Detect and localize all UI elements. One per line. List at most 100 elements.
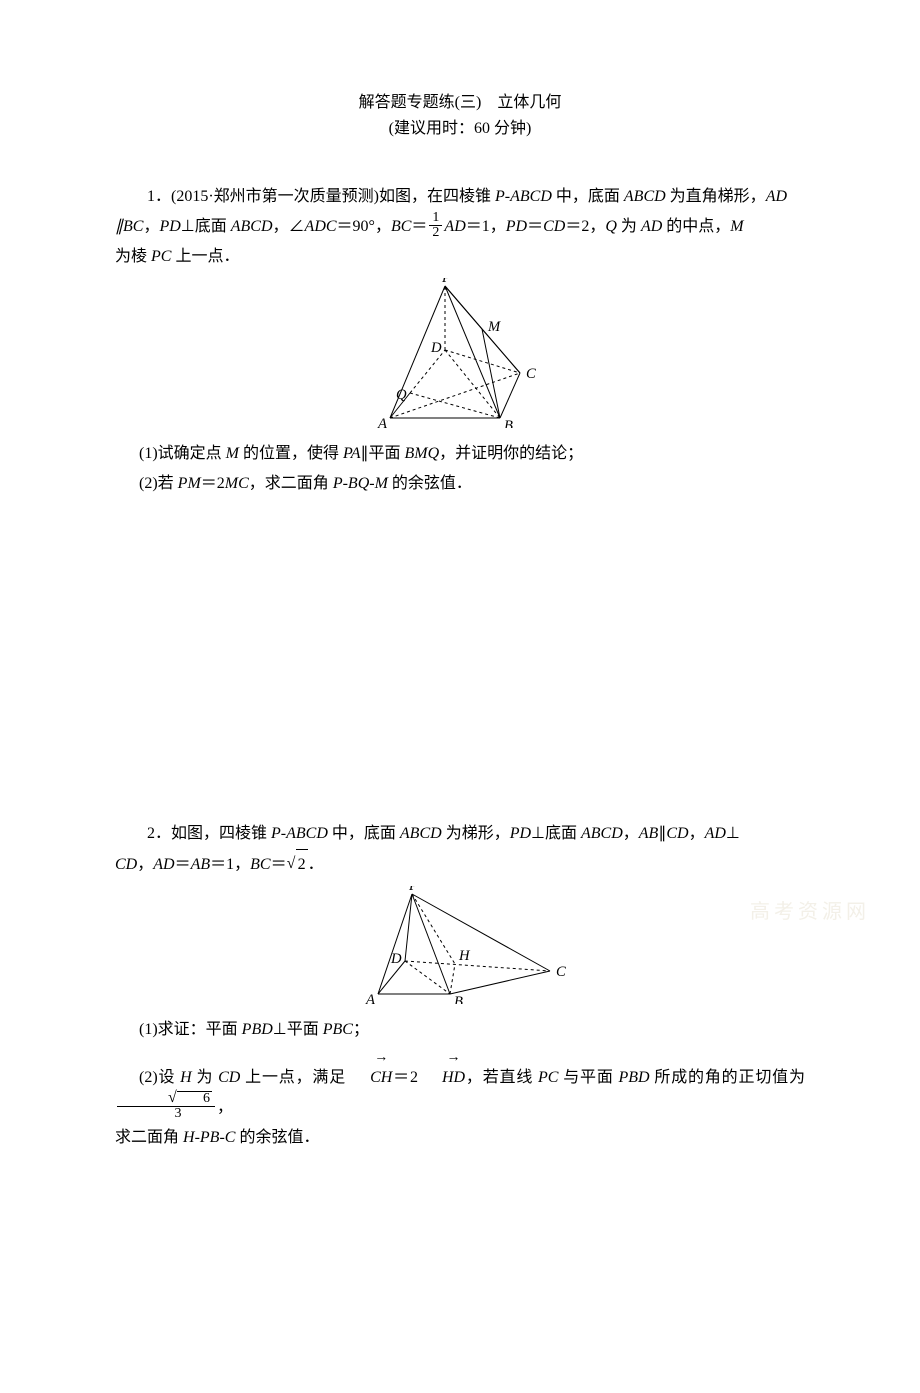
var: ABCD: [400, 825, 442, 842]
text: 上一点．: [171, 248, 239, 265]
text: 为梯形，: [442, 825, 510, 842]
var: H: [180, 1069, 192, 1086]
q2-figure: PDHCAB: [115, 886, 805, 1009]
var: CD: [218, 1069, 240, 1086]
text: ⊥平面: [273, 1021, 323, 1038]
text: ＝1，: [210, 856, 250, 873]
var: BC: [391, 218, 411, 235]
text: ＝: [411, 218, 427, 235]
denominator: 2: [429, 226, 442, 240]
vector-HD: →HD: [418, 1063, 465, 1093]
text: ，∠: [273, 218, 305, 235]
q1-stem-line2: ∥BC，PD⊥底面 ABCD，∠ADC＝90°，BC＝12AD＝1，PD＝CD＝…: [115, 212, 805, 242]
svg-text:H: H: [458, 948, 471, 964]
svg-text:M: M: [487, 319, 501, 335]
svg-text:B: B: [504, 418, 513, 428]
page-subtitle: (建议用时：60 分钟): [115, 116, 805, 142]
text: ＝2，: [565, 218, 605, 235]
q1-part1: (1)试确定点 M 的位置，使得 PA∥平面 BMQ，并证明你的结论；: [115, 439, 805, 469]
var: P-BQ-M: [333, 475, 388, 492]
var: BC: [250, 856, 270, 873]
var: AD: [444, 218, 465, 235]
text: 1．(2015·郑州市第一次质量预测)如图，在四棱锥: [147, 188, 495, 205]
var: Q: [605, 218, 617, 235]
denominator: 3: [117, 1107, 215, 1121]
text: ，: [623, 825, 639, 842]
text: (2)若: [139, 475, 178, 492]
var: PC: [538, 1069, 558, 1086]
text: 上一点，满足: [240, 1069, 346, 1086]
q2-stem-line2: CD，AD＝AB＝1，BC＝2．: [115, 849, 805, 880]
svg-text:P: P: [408, 886, 418, 894]
svg-text:D: D: [430, 340, 442, 356]
var: ABCD: [624, 188, 666, 205]
text: ＝: [175, 856, 191, 873]
text: ，: [689, 825, 705, 842]
var: PBD: [619, 1069, 650, 1086]
page-title: 解答题专题练(三) 立体几何: [115, 90, 805, 116]
var: PD: [506, 218, 527, 235]
radicand: 2: [296, 849, 308, 880]
text: 中，底面: [552, 188, 624, 205]
arrow-icon: →: [346, 1053, 392, 1063]
text: ；: [353, 1021, 369, 1038]
svg-text:C: C: [556, 964, 566, 980]
var: CD: [543, 218, 565, 235]
var: BMQ: [405, 445, 440, 462]
var: M: [226, 445, 239, 462]
text: 的余弦值．: [388, 475, 472, 492]
text: ⊥底面: [531, 825, 581, 842]
text: ，并证明你的结论；: [439, 445, 583, 462]
text: ，: [217, 1099, 233, 1116]
text: 中，底面: [328, 825, 400, 842]
sqrt: 2: [287, 849, 308, 880]
text: 的位置，使得: [239, 445, 343, 462]
var: PM: [178, 475, 201, 492]
var: P-ABCD: [495, 188, 552, 205]
fraction-half: 12: [429, 211, 442, 240]
text: 为: [617, 218, 641, 235]
arrow-icon: →: [418, 1053, 465, 1063]
svg-text:Q: Q: [396, 387, 407, 403]
q1-stem-line1: 1．(2015·郑州市第一次质量预测)如图，在四棱锥 P-ABCD 中，底面 A…: [115, 182, 805, 212]
var: AD: [153, 856, 174, 873]
svg-text:D: D: [390, 951, 402, 967]
var: AD: [641, 218, 662, 235]
var: PBD: [242, 1021, 273, 1038]
text: ＝: [271, 856, 287, 873]
blank-space: [115, 1153, 805, 1353]
var: M: [730, 218, 743, 235]
var: PD: [159, 218, 180, 235]
var: PA: [343, 445, 360, 462]
blank-space: [115, 499, 805, 819]
watermark: 高考资源网: [750, 895, 870, 924]
var: BC: [123, 218, 143, 235]
var: CH: [370, 1069, 392, 1086]
text: (2)设: [139, 1069, 180, 1086]
var: H-PB-C: [183, 1129, 235, 1146]
text: 为棱: [115, 248, 151, 265]
text: ，: [143, 218, 159, 235]
text: 的中点，: [662, 218, 730, 235]
text: 求二面角: [115, 1129, 183, 1146]
var: ∥: [115, 218, 123, 235]
radicand: 6: [177, 1091, 212, 1106]
var: MC: [225, 475, 249, 492]
var: AD: [705, 825, 726, 842]
var: PBC: [323, 1021, 353, 1038]
var: ABCD: [581, 825, 623, 842]
q2-part2-line2: 求二面角 H-PB-C 的余弦值．: [115, 1123, 805, 1153]
var: CD: [666, 825, 688, 842]
text: 的余弦值．: [235, 1129, 319, 1146]
text: 为直角梯形，: [666, 188, 766, 205]
var: AB: [639, 825, 659, 842]
q1-part2: (2)若 PM＝2MC，求二面角 P-BQ-M 的余弦值．: [115, 469, 805, 499]
svg-text:B: B: [454, 994, 463, 1004]
text: ＝2: [392, 1069, 418, 1086]
var: PC: [151, 248, 171, 265]
numerator: 6: [117, 1091, 215, 1107]
var: AD: [766, 188, 787, 205]
svg-text:C: C: [526, 366, 536, 382]
var: CD: [115, 856, 137, 873]
var: AB: [191, 856, 211, 873]
